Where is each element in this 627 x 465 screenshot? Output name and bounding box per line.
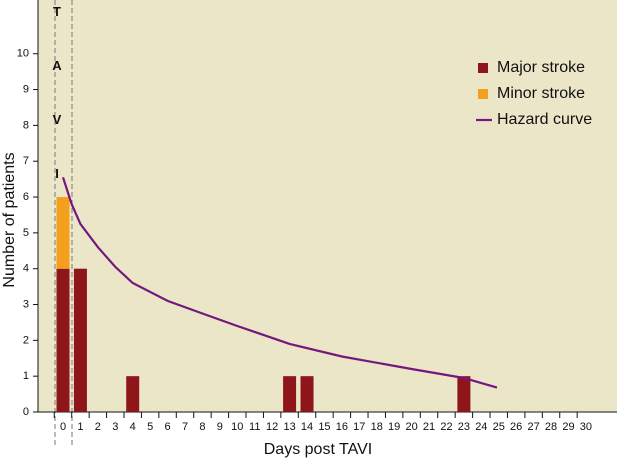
x-tick-label: 14	[301, 421, 313, 433]
x-tick-label: 7	[182, 421, 188, 433]
y-tick-label: 4	[23, 263, 29, 275]
bar	[73, 268, 87, 412]
x-tick-label: 8	[199, 421, 205, 433]
x-tick-label: 16	[336, 421, 348, 433]
annotation: TAVI	[50, 4, 65, 220]
x-tick-label: 25	[493, 421, 505, 433]
y-tick-label: 5	[23, 227, 29, 239]
x-tick-label: 3	[112, 421, 118, 433]
plot-area	[38, 0, 617, 412]
x-tick-label: 15	[318, 421, 330, 433]
bar	[56, 268, 70, 412]
x-tick-label: 11	[249, 421, 260, 433]
y-tick-label: 9	[23, 83, 29, 95]
x-tick-label: 5	[147, 421, 153, 433]
x-tick-label: 6	[165, 421, 171, 433]
x-tick-label: 30	[580, 421, 592, 433]
bar	[126, 376, 140, 412]
x-tick-label: 27	[527, 421, 539, 433]
bar	[457, 376, 471, 412]
x-tick-label: 20	[405, 421, 417, 433]
legend-label: Hazard curve	[497, 111, 592, 128]
x-tick-label: 21	[423, 421, 435, 433]
legend-label: Minor stroke	[497, 85, 585, 102]
x-tick-label: 4	[130, 421, 136, 433]
legend-label: Major stroke	[497, 59, 585, 76]
x-tick-label: 23	[458, 421, 470, 433]
x-tick-label: 17	[353, 421, 365, 433]
legend-swatch	[478, 89, 488, 99]
x-tick-label: 22	[440, 421, 452, 433]
x-tick-label: 9	[217, 421, 223, 433]
y-tick-label: 2	[23, 334, 29, 346]
x-tick-label: 2	[95, 421, 101, 433]
bar	[283, 376, 297, 412]
x-tick-label: 28	[545, 421, 557, 433]
x-axis-title: Days post TAVI	[264, 441, 372, 458]
x-tick-label: 12	[266, 421, 278, 433]
x-tick-label: 24	[475, 421, 487, 433]
legend-swatch	[478, 63, 488, 73]
y-tick-label: 10	[17, 48, 29, 60]
hazard-curve	[61, 176, 498, 389]
bar	[300, 376, 314, 412]
y-tick-label: 6	[23, 191, 29, 203]
y-tick-label: 3	[23, 298, 29, 310]
x-tick-label: 0	[60, 421, 66, 433]
x-tick-label: 10	[231, 421, 243, 433]
y-tick-label: 1	[23, 370, 29, 382]
y-tick-label: 0	[23, 406, 29, 418]
x-tick-label: 26	[510, 421, 522, 433]
bar	[56, 197, 70, 269]
x-tick-label: 13	[283, 421, 295, 433]
y-axis-title: Number of patients	[1, 152, 18, 287]
x-tick-label: 18	[371, 421, 383, 433]
x-tick-label: 29	[562, 421, 574, 433]
x-tick-label: 19	[388, 421, 400, 433]
y-tick-label: 7	[23, 155, 29, 167]
x-tick-label: 1	[77, 421, 83, 433]
y-tick-label: 8	[23, 119, 29, 131]
